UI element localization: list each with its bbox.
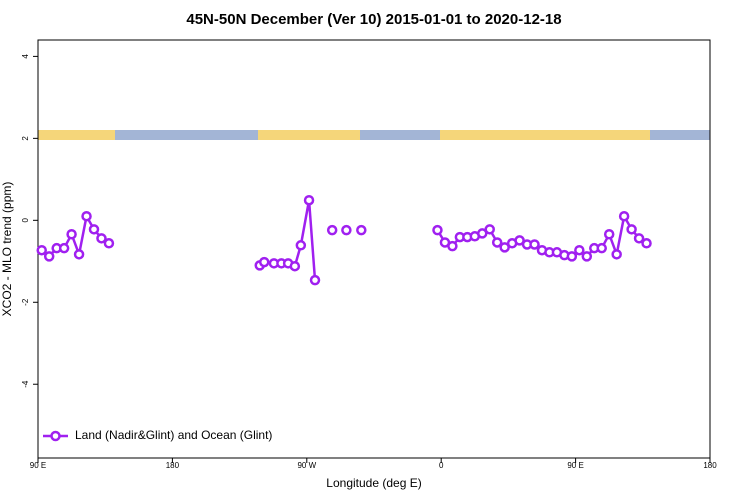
data-point: [309, 274, 321, 286]
chart-title: 45N-50N December (Ver 10) 2015-01-01 to …: [186, 11, 561, 28]
data-point: [611, 249, 622, 260]
data-point: [641, 238, 652, 249]
data-point: [36, 244, 47, 256]
plot-frame: [37, 39, 711, 459]
data-point: [499, 242, 510, 253]
data-point: [303, 194, 315, 206]
legend-label: Land (Nadir&Glint) and Ocean (Glint): [75, 428, 272, 442]
y-tick-label: 0: [21, 218, 30, 223]
x-tick-label: 0: [439, 461, 444, 470]
data-point: [258, 256, 270, 268]
ocean-strip: [115, 130, 258, 140]
data-point: [529, 239, 540, 250]
data-point: [73, 249, 85, 260]
data-point: [88, 224, 100, 235]
data-point: [43, 251, 55, 262]
map-strip: [38, 130, 710, 140]
data-point: [81, 210, 92, 222]
data-point: [295, 240, 307, 251]
data-point: [574, 244, 585, 256]
data-point: [484, 224, 495, 235]
ocean-strip: [360, 130, 440, 140]
data-point: [566, 251, 578, 262]
land-strip: [440, 130, 650, 140]
x-tick-label: 90 E: [30, 461, 46, 470]
x-axis-label: Longitude (deg E): [326, 476, 421, 490]
land-strip: [258, 130, 360, 140]
data-point: [447, 240, 458, 252]
y-tick-label: 4: [21, 54, 30, 59]
data-point: [618, 210, 630, 222]
data-point: [103, 238, 115, 249]
data-point: [58, 242, 70, 254]
series-line: [40, 200, 648, 281]
data-point: [581, 251, 593, 262]
y-tick-label: 2: [21, 136, 30, 141]
ocean-strip: [650, 130, 710, 140]
data-point: [477, 228, 488, 239]
y-tick-label: -4: [21, 380, 30, 388]
data-point: [432, 224, 443, 236]
data-point: [326, 224, 338, 236]
x-tick-label: 90 E: [567, 461, 583, 470]
data-point: [341, 224, 352, 236]
data-point: [596, 242, 607, 254]
y-tick-label: -2: [21, 298, 30, 306]
y-axis-label: XCO2 - MLO trend (ppm): [0, 182, 14, 317]
data-point: [603, 228, 615, 240]
data-point: [289, 260, 301, 272]
land-strip: [38, 130, 115, 140]
legend-marker: [50, 430, 61, 442]
data-point: [356, 224, 367, 236]
x-tick-label: 90 W: [297, 461, 316, 470]
x-tick-label: 180: [166, 461, 180, 470]
data-point: [491, 237, 503, 248]
data-point: [96, 233, 107, 244]
data-point: [66, 228, 77, 240]
data-point: [633, 233, 645, 244]
data-point: [626, 224, 637, 235]
data-point: [514, 235, 525, 246]
x-tick-label: 180: [703, 461, 717, 470]
